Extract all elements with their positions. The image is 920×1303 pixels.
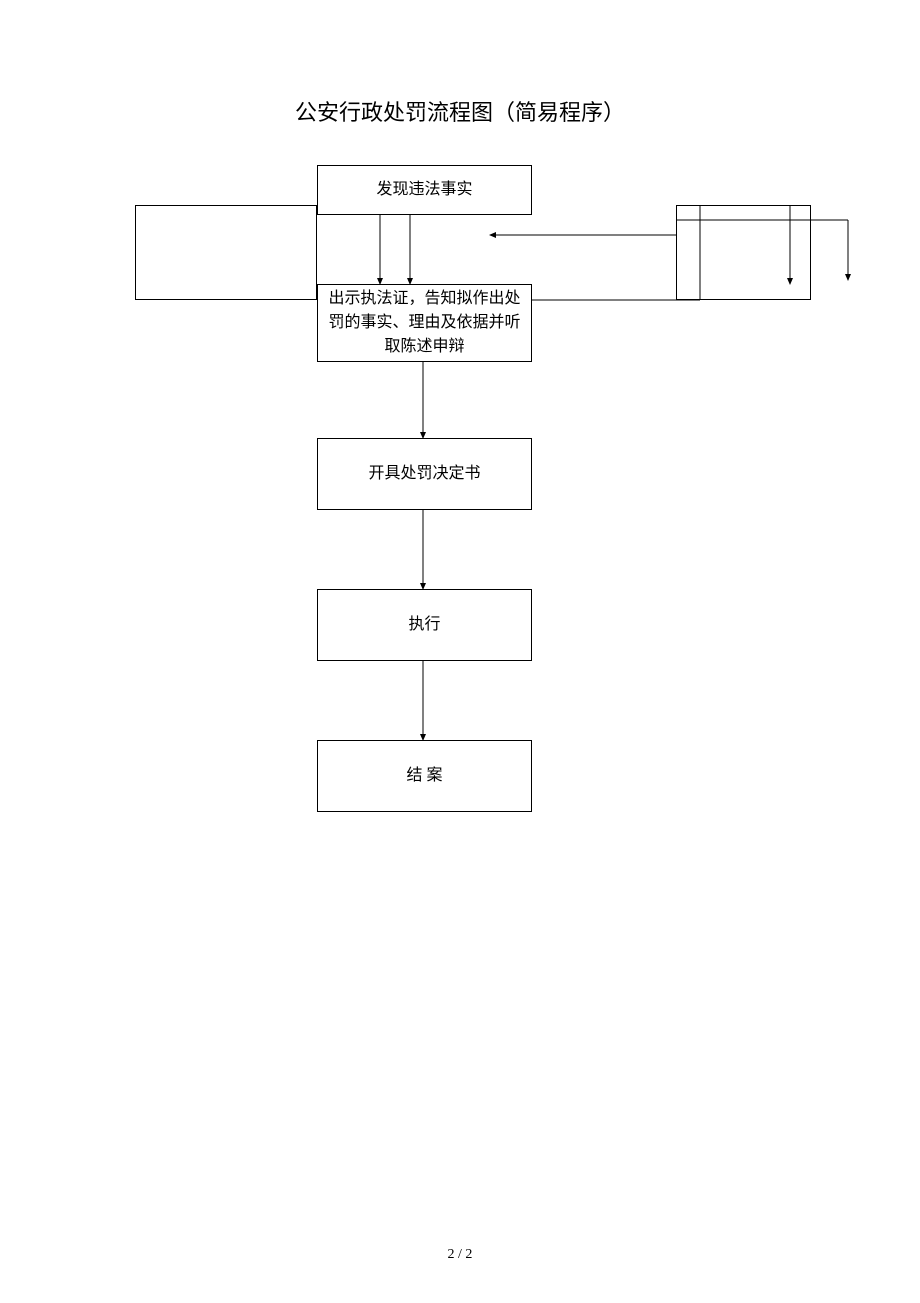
node-label: 出示执法证，告知拟作出处罚的事实、理由及依据并听取陈述申辩 [322, 287, 527, 359]
node-execute: 执行 [317, 589, 532, 661]
node-label: 执行 [408, 613, 440, 637]
node-label: 结 案 [406, 764, 442, 788]
empty-box-left [135, 205, 317, 300]
node-show-cert: 出示执法证，告知拟作出处罚的事实、理由及依据并听取陈述申辩 [317, 284, 532, 362]
node-close-case: 结 案 [317, 740, 532, 812]
page-footer: 2 / 2 [0, 1247, 920, 1263]
node-label: 发现违法事实 [376, 178, 472, 202]
node-issue-decision: 开具处罚决定书 [317, 438, 532, 510]
node-discover-facts: 发现违法事实 [317, 165, 532, 215]
node-label: 开具处罚决定书 [368, 462, 480, 486]
page-title: 公安行政处罚流程图（简易程序） [0, 95, 920, 127]
empty-box-right [676, 205, 811, 300]
